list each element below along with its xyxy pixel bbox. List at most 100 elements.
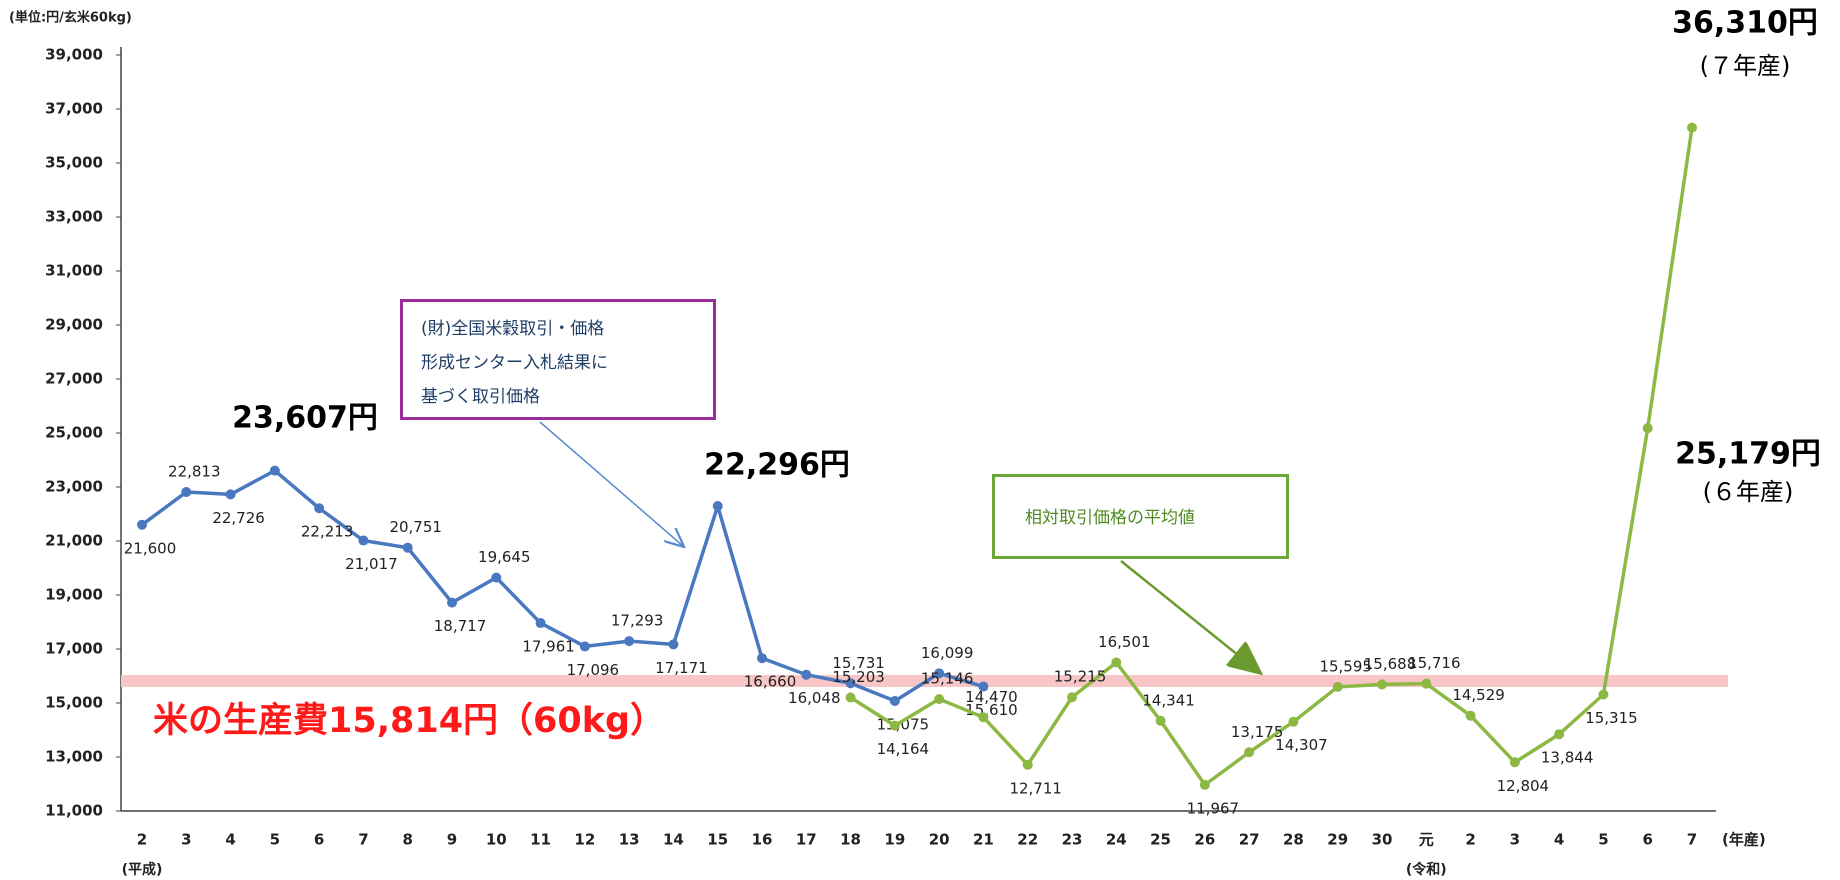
data-label: 13,175 bbox=[1231, 723, 1284, 741]
y-axis-label: (単位:円/玄米60kg) bbox=[9, 10, 132, 26]
data-point bbox=[1554, 729, 1565, 740]
data-label: 14,164 bbox=[877, 740, 930, 758]
data-label: 21,600 bbox=[124, 539, 177, 557]
data-label: 15,315 bbox=[1585, 709, 1638, 727]
data-label: 16,501 bbox=[1098, 633, 1151, 651]
era-label: (令和) bbox=[1406, 861, 1447, 878]
data-label: 17,293 bbox=[611, 612, 664, 630]
x-tick-label: 6 bbox=[314, 831, 324, 849]
data-label: 15,716 bbox=[1408, 654, 1461, 672]
data-label: 15,215 bbox=[1054, 668, 1107, 686]
x-tick-label: 13 bbox=[619, 831, 640, 849]
x-tick-label: 20 bbox=[929, 831, 950, 849]
x-tick-label: 23 bbox=[1062, 831, 1083, 849]
data-point bbox=[889, 695, 900, 706]
x-tick-label: 21 bbox=[973, 831, 994, 849]
x-tick-label: 2 bbox=[1465, 831, 1475, 849]
series-line bbox=[849, 127, 1694, 787]
data-label: 19,645 bbox=[478, 548, 531, 566]
x-tick-label: 27 bbox=[1239, 831, 1260, 849]
x-tick-label: 2 bbox=[137, 831, 147, 849]
x-tick-label: 17 bbox=[796, 831, 817, 849]
data-point bbox=[1421, 678, 1432, 689]
data-point bbox=[934, 668, 945, 679]
data-label: 14,470 bbox=[965, 688, 1018, 706]
reference-label: 米の生産費15,814円（60kg） bbox=[153, 701, 665, 741]
x-tick-label: 8 bbox=[402, 831, 412, 849]
data-label: 22,726 bbox=[212, 509, 265, 527]
data-point bbox=[225, 489, 236, 500]
x-tick-label: 12 bbox=[574, 831, 595, 849]
data-label: 13,844 bbox=[1541, 749, 1594, 767]
data-point bbox=[358, 535, 369, 546]
x-tick-label: 10 bbox=[486, 831, 507, 849]
era-label: (平成) bbox=[122, 861, 163, 878]
data-point bbox=[668, 639, 679, 650]
data-point bbox=[1687, 122, 1697, 133]
x-tick-label: 7 bbox=[358, 831, 368, 849]
data-point bbox=[1111, 657, 1122, 668]
data-label: 15,731 bbox=[832, 654, 885, 672]
data-point bbox=[978, 681, 989, 692]
x-tick-label: 4 bbox=[1554, 831, 1564, 849]
data-point bbox=[181, 487, 192, 498]
data-label: 16,660 bbox=[744, 673, 797, 691]
data-point bbox=[1288, 716, 1299, 727]
arrow bbox=[539, 421, 683, 546]
data-label: 25,179円 bbox=[1675, 437, 1821, 472]
data-point bbox=[889, 720, 900, 731]
data-label: 15,146 bbox=[921, 670, 974, 688]
data-point bbox=[1022, 759, 1033, 770]
y-tick-label: 23,000 bbox=[45, 478, 103, 496]
data-label: 17,961 bbox=[522, 638, 575, 656]
x-tick-label: 29 bbox=[1327, 831, 1348, 849]
data-label: 20,751 bbox=[389, 518, 442, 536]
data-label: 22,296円 bbox=[704, 448, 850, 483]
data-label: 21,017 bbox=[345, 555, 398, 573]
data-point bbox=[535, 618, 546, 629]
data-point bbox=[1509, 757, 1520, 768]
x-tick-label: 元 bbox=[1419, 831, 1434, 849]
data-label: 17,171 bbox=[655, 659, 708, 677]
x-axis-label: (年産) bbox=[1722, 831, 1766, 849]
data-label: 12,711 bbox=[1009, 779, 1062, 797]
data-label: 11,967 bbox=[1187, 799, 1240, 817]
y-tick-label: 11,000 bbox=[45, 802, 103, 820]
data-point bbox=[978, 712, 989, 723]
data-label: 14,307 bbox=[1275, 736, 1328, 754]
data-label: 22,213 bbox=[301, 523, 354, 541]
data-point bbox=[1155, 715, 1166, 726]
annotation: (６年産) bbox=[1703, 478, 1794, 506]
x-tick-label: 30 bbox=[1372, 831, 1393, 849]
data-label: 14,341 bbox=[1142, 691, 1195, 709]
data-point bbox=[801, 669, 812, 680]
data-point bbox=[269, 465, 280, 476]
data-point bbox=[491, 572, 502, 583]
y-tick-label: 31,000 bbox=[45, 262, 103, 280]
x-tick-label: 11 bbox=[530, 831, 551, 849]
y-tick-label: 25,000 bbox=[45, 424, 103, 442]
arrow bbox=[1120, 560, 1259, 672]
data-label: 15,688 bbox=[1364, 655, 1417, 673]
x-tick-label: 4 bbox=[225, 831, 235, 849]
data-point bbox=[845, 678, 856, 689]
x-tick-label: 3 bbox=[1510, 831, 1520, 849]
y-tick-label: 17,000 bbox=[45, 640, 103, 658]
data-point bbox=[1067, 692, 1077, 703]
data-point bbox=[1332, 681, 1343, 692]
data-point bbox=[1377, 679, 1387, 690]
data-point bbox=[579, 641, 590, 652]
data-point bbox=[1244, 747, 1255, 758]
data-label: 22,813 bbox=[168, 463, 221, 481]
data-label: 15,595 bbox=[1319, 657, 1372, 675]
data-point bbox=[402, 542, 413, 553]
x-tick-label: 15 bbox=[707, 831, 728, 849]
data-point bbox=[1598, 689, 1609, 700]
data-label: 16,099 bbox=[921, 644, 974, 662]
x-tick-label: 5 bbox=[1598, 831, 1608, 849]
y-tick-label: 39,000 bbox=[45, 46, 103, 64]
series-label-box: (財)全国米穀取引・価格 形成センター入札結果に 基づく取引価格 bbox=[400, 299, 716, 420]
x-tick-label: 9 bbox=[447, 831, 457, 849]
